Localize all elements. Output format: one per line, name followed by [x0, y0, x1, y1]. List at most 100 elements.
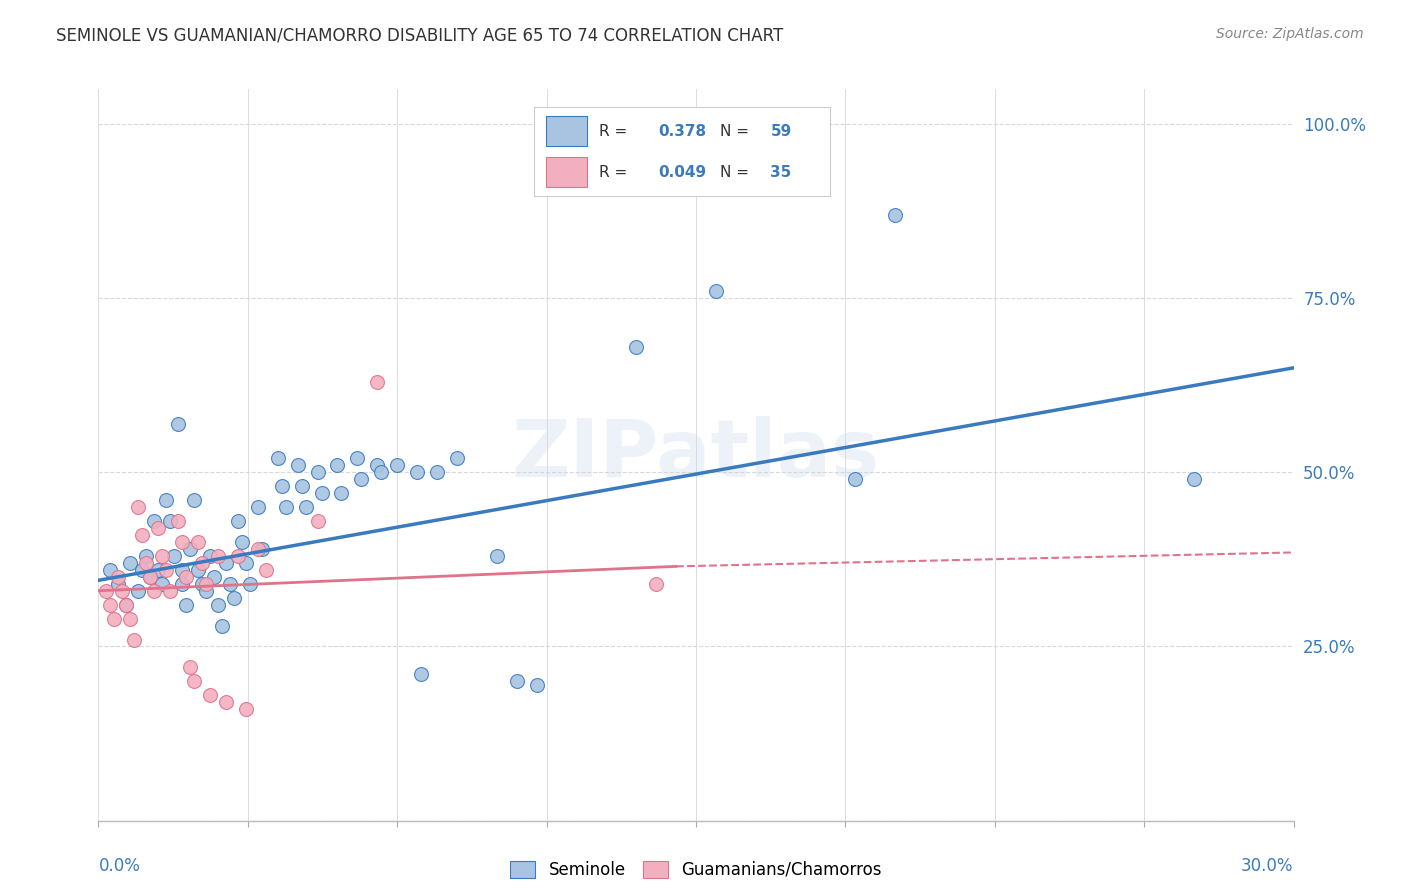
Point [411, 667, 433, 681]
Point [211, 618, 233, 632]
Point [115, 598, 138, 612]
Legend: Seminole, Guamanians/Chamorros: Seminole, Guamanians/Chamorros [503, 854, 889, 886]
Point [159, 514, 181, 528]
Point [179, 541, 201, 556]
Text: 0.0%: 0.0% [98, 857, 141, 875]
Point [163, 549, 186, 563]
Point [120, 612, 142, 626]
Point [143, 514, 166, 528]
Point [179, 660, 201, 674]
Point [506, 674, 529, 689]
Point [148, 521, 170, 535]
Point [167, 514, 190, 528]
Point [107, 570, 129, 584]
Point [235, 702, 257, 716]
Text: 59: 59 [770, 124, 792, 138]
Point [150, 549, 173, 563]
Text: SEMINOLE VS GUAMANIAN/CHAMORRO DISABILITY AGE 65 TO 74 CORRELATION CHART: SEMINOLE VS GUAMANIAN/CHAMORRO DISABILIT… [56, 27, 783, 45]
Point [326, 458, 349, 473]
Point [107, 576, 129, 591]
Point [226, 514, 249, 528]
Point [198, 688, 221, 702]
Point [215, 556, 238, 570]
Point [307, 514, 329, 528]
Point [235, 556, 257, 570]
Point [172, 563, 194, 577]
Point [135, 549, 157, 563]
Point [207, 549, 229, 563]
Point [246, 541, 269, 556]
Text: Source: ZipAtlas.com: Source: ZipAtlas.com [1216, 27, 1364, 41]
Text: ZIPatlas: ZIPatlas [512, 416, 880, 494]
Text: 30.0%: 30.0% [1241, 857, 1294, 875]
Point [307, 466, 329, 480]
FancyBboxPatch shape [546, 116, 588, 146]
Point [198, 549, 221, 563]
Point [195, 583, 218, 598]
Point [385, 458, 409, 473]
Point [96, 583, 118, 598]
Point [172, 535, 194, 549]
Point [231, 535, 253, 549]
Text: 0.049: 0.049 [658, 165, 706, 179]
Point [135, 556, 157, 570]
Point [98, 563, 122, 577]
Point [195, 576, 218, 591]
Point [311, 486, 333, 500]
Point [202, 570, 225, 584]
Point [350, 472, 373, 486]
Point [290, 479, 312, 493]
Point [148, 563, 170, 577]
Point [526, 678, 548, 692]
Point [191, 576, 214, 591]
Point [254, 563, 277, 577]
Text: 35: 35 [770, 165, 792, 179]
Point [174, 570, 197, 584]
Point [155, 493, 177, 508]
Point [183, 674, 205, 689]
Point [174, 598, 197, 612]
Point [115, 598, 138, 612]
Point [111, 583, 134, 598]
Point [131, 528, 153, 542]
Point [98, 598, 122, 612]
Point [215, 695, 238, 709]
Point [239, 576, 262, 591]
Text: R =: R = [599, 124, 627, 138]
Point [330, 486, 353, 500]
Point [294, 500, 316, 515]
Point [127, 583, 149, 598]
Point [131, 563, 153, 577]
Point [183, 493, 205, 508]
Point [150, 576, 173, 591]
Point [626, 340, 648, 354]
Point [139, 570, 162, 584]
Point [246, 500, 269, 515]
Point [844, 472, 866, 486]
Text: N =: N = [720, 124, 749, 138]
Point [127, 500, 149, 515]
Point [446, 451, 468, 466]
Point [124, 632, 146, 647]
Point [274, 500, 297, 515]
Text: 0.378: 0.378 [658, 124, 706, 138]
Point [159, 583, 181, 598]
Point [222, 591, 245, 605]
Point [370, 466, 392, 480]
Point [207, 598, 229, 612]
Point [704, 284, 727, 298]
Point [366, 375, 388, 389]
Point [270, 479, 292, 493]
Point [187, 535, 209, 549]
Point [172, 576, 194, 591]
Point [167, 417, 190, 431]
Point [155, 563, 177, 577]
Point [1182, 472, 1205, 486]
Text: R =: R = [599, 165, 627, 179]
Point [267, 451, 290, 466]
Point [219, 576, 242, 591]
FancyBboxPatch shape [546, 157, 588, 187]
Point [346, 451, 368, 466]
Point [191, 556, 214, 570]
Point [120, 556, 142, 570]
